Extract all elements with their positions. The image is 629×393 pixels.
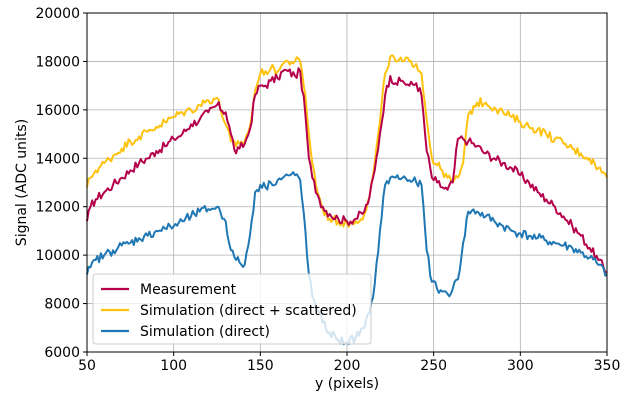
legend-label-simulation-direct-scattered: Simulation (direct + scattered) (140, 303, 357, 319)
x-axis-label: y (pixels) (315, 376, 379, 392)
x-tick-label: 200 (334, 358, 361, 374)
x-tick-label: 250 (420, 358, 447, 374)
y-tick-label: 10000 (35, 248, 80, 264)
y-axis-label: Signal (ADC units) (14, 119, 30, 246)
y-tick-label: 16000 (35, 103, 80, 119)
legend-label-measurement: Measurement (140, 282, 237, 298)
ticks: 50 100 150 200 250 300 350 6000 8000 10000 12000 14… (35, 6, 620, 374)
y-tick-label: 8000 (44, 297, 80, 313)
x-tick-label: 50 (78, 358, 96, 374)
y-tick-label: 6000 (44, 345, 80, 361)
legend-box (92, 273, 372, 345)
x-tick-label: 150 (247, 358, 274, 374)
y-tick-label: 20000 (35, 6, 80, 22)
x-tick-label: 300 (507, 358, 534, 374)
series-line-measurement (86, 67, 608, 274)
y-tick-label: 18000 (35, 54, 80, 70)
x-tick-label: 350 (594, 358, 621, 374)
x-tick-label: 100 (160, 358, 187, 374)
series-line-simulation-direct-scattered (86, 54, 608, 228)
legend: Measurement Simulation (direct + scatter… (92, 273, 372, 345)
y-tick-label: 14000 (35, 151, 80, 167)
y-tick-label: 12000 (35, 200, 80, 216)
legend-label-simulation-direct: Simulation (direct) (140, 324, 270, 340)
